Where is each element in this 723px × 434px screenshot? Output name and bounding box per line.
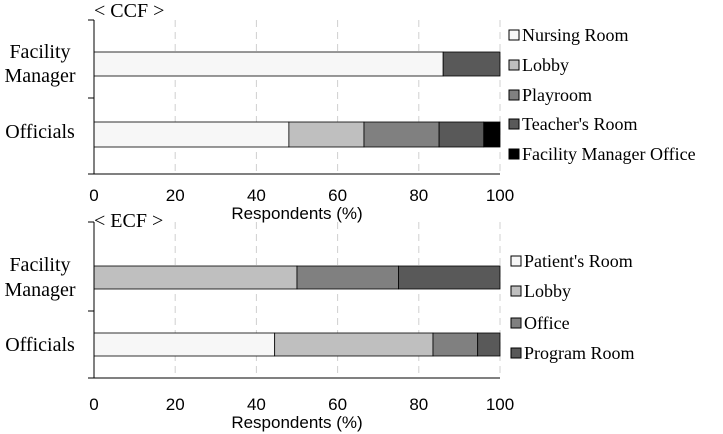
legend-label: Lobby xyxy=(524,281,571,301)
x-tick-label: 100 xyxy=(486,395,514,414)
legend-label: Program Room xyxy=(524,343,635,363)
x-tick-label: 0 xyxy=(89,395,98,414)
bar-segment xyxy=(93,51,444,77)
chart-panel-1: 0 20 40 60 80 100 Respondents (%) < CCF > Facili… xyxy=(4,0,695,223)
bar-segment xyxy=(296,265,399,290)
x-tick-label: 20 xyxy=(166,395,185,414)
x-tick-label: 80 xyxy=(409,186,428,205)
bar-segment xyxy=(398,265,501,290)
legend-swatch xyxy=(510,317,522,329)
legend-label: Playroom xyxy=(522,85,592,105)
x-tick-label: 100 xyxy=(486,186,514,205)
x-tick-label: 80 xyxy=(409,395,428,414)
legend-swatch xyxy=(510,285,522,297)
legend-label: Lobby xyxy=(522,55,569,75)
legend-label: Facility Manager Office xyxy=(522,144,696,164)
x-tick-label: 40 xyxy=(247,395,266,414)
legend-swatch xyxy=(508,29,520,41)
category-label: Officials xyxy=(5,334,75,356)
legend-swatch xyxy=(510,347,522,359)
category-label: Officials xyxy=(5,121,75,143)
x-tick-label: 0 xyxy=(89,186,98,205)
category-label: Facility Manager xyxy=(4,254,75,301)
bar-segment xyxy=(288,121,365,148)
x-tick-label: 20 xyxy=(166,186,185,205)
legend-swatch xyxy=(508,148,520,160)
chart-title: < CCF > xyxy=(94,0,164,22)
bar-segment xyxy=(438,121,485,148)
legend-label: Teacher's Room xyxy=(522,114,637,134)
chart-title: < ECF > xyxy=(94,210,163,232)
legend-swatch xyxy=(508,59,520,71)
legend-label: Office xyxy=(524,313,570,333)
chart-panel-2: 0 20 40 60 80 100 Respondents (%) < ECF > Facili… xyxy=(4,210,634,432)
legend-swatch xyxy=(510,255,522,267)
legend-swatch xyxy=(508,89,520,101)
bar-segment xyxy=(363,121,440,148)
legend-label: Patient's Room xyxy=(524,251,633,271)
x-axis-label: Respondents (%) xyxy=(231,204,362,223)
bar-segment xyxy=(477,332,501,357)
bar-segment xyxy=(93,265,298,290)
x-axis-label: Respondents (%) xyxy=(231,413,362,432)
legend-swatch xyxy=(508,118,520,130)
x-tick-label: 60 xyxy=(328,395,347,414)
x-tick-label: 60 xyxy=(328,186,347,205)
bar-segment xyxy=(93,332,276,357)
bar-segment xyxy=(93,121,290,148)
category-label: Facility Manager xyxy=(4,41,75,87)
bar-segment xyxy=(432,332,479,357)
legend-label: Nursing Room xyxy=(522,25,629,45)
bar-segment xyxy=(274,332,434,357)
x-tick-label: 40 xyxy=(247,186,266,205)
bar-segment xyxy=(442,51,501,77)
bar-segment xyxy=(483,121,501,148)
